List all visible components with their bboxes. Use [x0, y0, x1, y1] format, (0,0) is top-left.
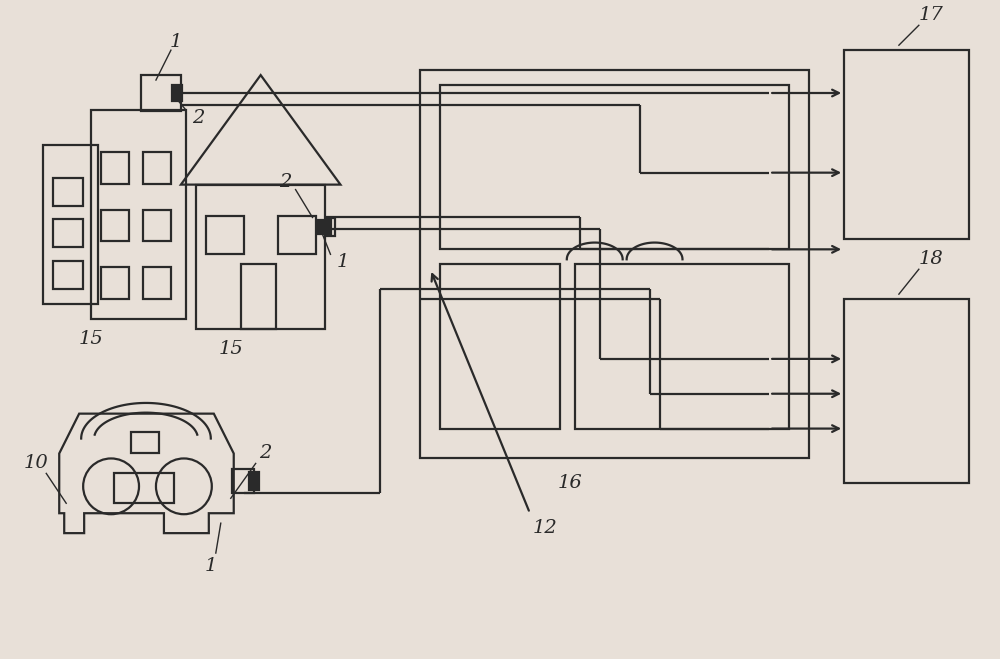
Bar	[420, 70, 809, 459]
Bar	[143, 268, 171, 299]
Bar	[141, 75, 181, 111]
Text: 1: 1	[170, 33, 182, 51]
Bar	[241, 264, 276, 329]
Bar	[43, 145, 98, 304]
Bar	[278, 216, 316, 254]
Bar	[114, 473, 174, 503]
Bar	[53, 219, 83, 247]
Bar	[440, 264, 560, 428]
Text: 16: 16	[557, 474, 582, 492]
Bar	[844, 50, 969, 239]
Bar	[318, 221, 331, 235]
Bar	[143, 210, 171, 241]
Bar	[249, 473, 259, 490]
Bar	[101, 268, 129, 299]
Bar	[844, 299, 969, 483]
Bar	[206, 216, 244, 254]
Bar	[143, 152, 171, 184]
Text: 10: 10	[24, 455, 49, 473]
Text: 1: 1	[205, 557, 217, 575]
Bar	[172, 85, 182, 101]
Bar	[575, 264, 789, 428]
Text: 17: 17	[918, 7, 943, 24]
Text: 12: 12	[532, 519, 557, 537]
Bar	[53, 178, 83, 206]
Bar	[101, 210, 129, 241]
Text: 18: 18	[918, 250, 943, 268]
Bar	[131, 432, 159, 453]
Bar	[53, 261, 83, 289]
Text: 2: 2	[279, 173, 292, 190]
Bar	[232, 469, 254, 494]
Text: 15: 15	[218, 340, 243, 358]
Text: 2: 2	[259, 444, 272, 463]
Text: 2: 2	[192, 109, 204, 127]
Bar	[91, 110, 186, 319]
Text: 1: 1	[336, 253, 349, 272]
Bar	[101, 152, 129, 184]
Bar	[440, 85, 789, 249]
Text: 15: 15	[79, 330, 104, 348]
Bar	[196, 185, 325, 329]
Bar	[327, 219, 335, 237]
